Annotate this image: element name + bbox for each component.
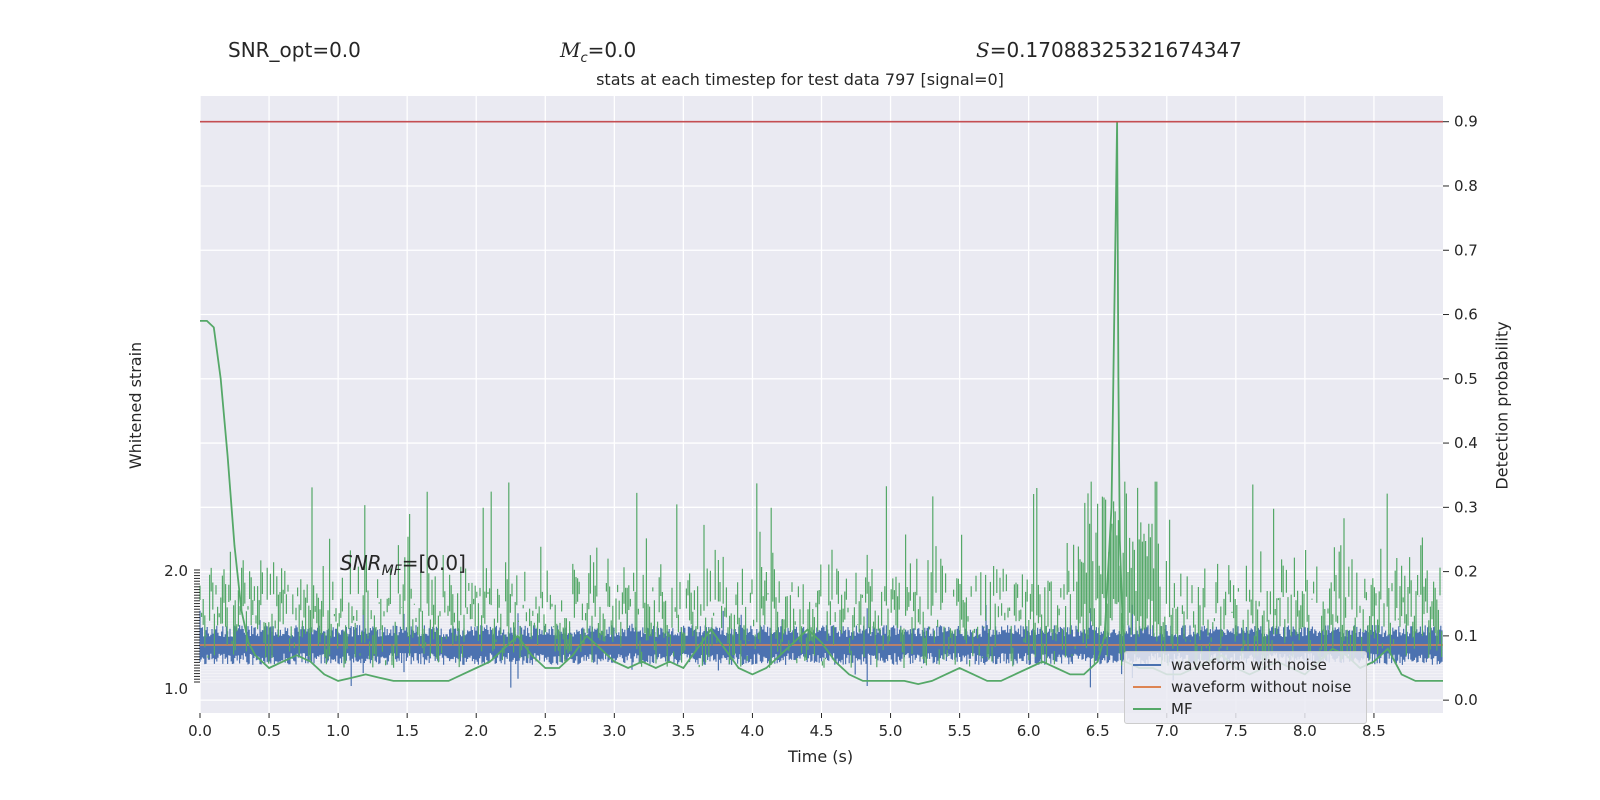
s-statistic-label: S=0.17088325321674347 (976, 38, 1242, 62)
x-tick-label: 8.0 (1293, 722, 1317, 740)
y-left-tick-label: 2.0 (164, 562, 188, 580)
legend: waveform with noise waveform without noi… (1124, 651, 1367, 724)
legend-label: waveform with noise (1171, 656, 1327, 674)
legend-item-waveform-with-noise: waveform with noise (1133, 655, 1327, 675)
y-right-tick-label: 0.7 (1454, 241, 1478, 259)
y-axis-right-label: Detection probability (1492, 321, 1512, 490)
x-tick-label: 2.5 (533, 722, 557, 740)
legend-label: waveform without noise (1171, 678, 1352, 696)
x-axis: 0.0 0.5 1.0 1.5 2.0 2.5 3.0 3.5 4.0 4.5 5.0 5.5 6.0 6… (188, 713, 1386, 740)
snr-opt-label: SNR_opt=0.0 (228, 38, 361, 62)
x-tick-label: 4.5 (810, 722, 834, 740)
x-tick-label: 8.5 (1362, 722, 1386, 740)
legend-swatch (1133, 686, 1161, 688)
y-right-tick-label: 0.0 (1454, 691, 1478, 709)
legend-label: MF (1171, 700, 1193, 718)
y-right-tick-label: 0.6 (1454, 306, 1478, 324)
y-right-tick-label: 0.5 (1454, 370, 1478, 388)
x-tick-label: 3.5 (671, 722, 695, 740)
y-right-tick-label: 0.1 (1454, 627, 1478, 645)
x-tick-label: 6.5 (1086, 722, 1110, 740)
x-tick-label: 4.0 (741, 722, 765, 740)
y-right-tick-label: 0.8 (1454, 177, 1478, 195)
y-right-tick-label: 0.3 (1454, 498, 1478, 516)
y-axis-left-label: Whitened strain (126, 341, 146, 470)
x-tick-label: 3.0 (602, 722, 626, 740)
y-right-tick-label: 0.9 (1454, 113, 1478, 131)
right-y-axis: 0.0 0.1 0.2 0.3 0.4 0.5 0.6 0.7 0.8 0.9 (1443, 113, 1478, 709)
snr-mf-annotation: SNRMF=[0.0] (340, 551, 466, 579)
x-tick-label: 5.5 (948, 722, 972, 740)
y-right-tick-label: 0.2 (1454, 563, 1478, 581)
x-tick-label: 0.5 (257, 722, 281, 740)
x-tick-label: 6.0 (1017, 722, 1041, 740)
chirp-mass-label: Mc=0.0 (560, 38, 637, 66)
left-y-axis: 2.0 1.0 (164, 562, 200, 698)
x-axis-label: Time (s) (788, 747, 854, 766)
x-tick-label: 7.5 (1224, 722, 1248, 740)
legend-swatch (1133, 664, 1161, 666)
y-left-tick-label: 1.0 (164, 680, 188, 698)
legend-item-waveform-without-noise: waveform without noise (1133, 677, 1351, 697)
x-tick-label: 0.0 (188, 722, 212, 740)
x-tick-label: 1.5 (395, 722, 419, 740)
x-tick-label: 7.0 (1155, 722, 1179, 740)
x-tick-label: 5.0 (879, 722, 903, 740)
x-tick-label: 1.0 (326, 722, 350, 740)
x-tick-label: 2.0 (464, 722, 488, 740)
y-right-tick-label: 0.4 (1454, 434, 1478, 452)
legend-item-mf: MF (1133, 699, 1193, 719)
legend-swatch (1133, 708, 1161, 710)
chart-title: stats at each timestep for test data 797… (596, 70, 1004, 89)
